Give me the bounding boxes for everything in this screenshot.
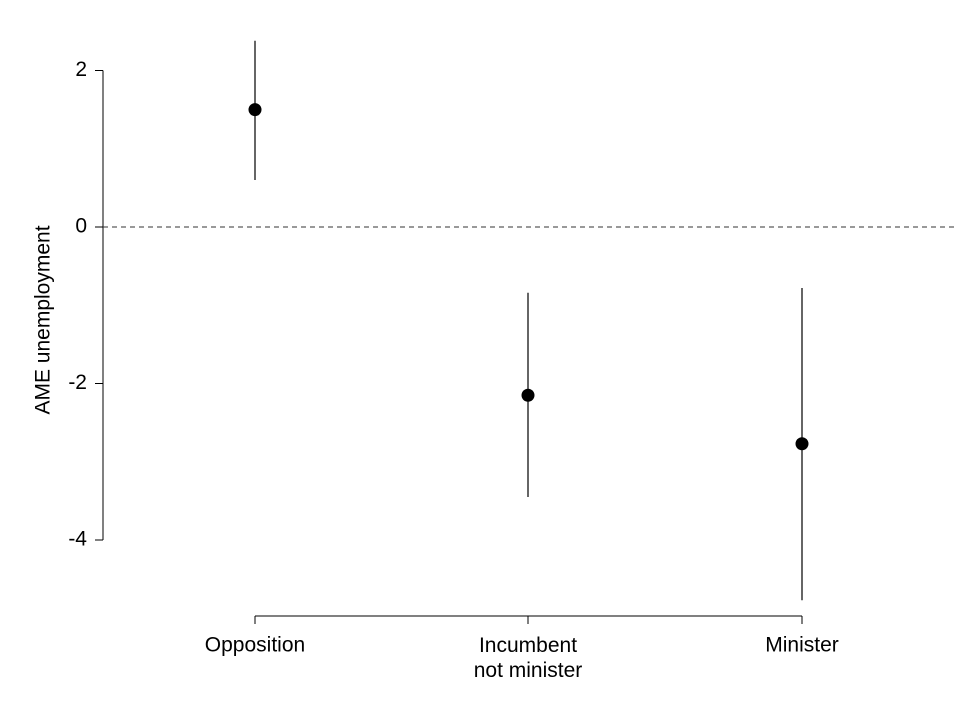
point <box>795 437 809 451</box>
point <box>521 388 535 402</box>
y-axis-label: AME unemployment <box>32 225 55 414</box>
x-tick-label: Opposition <box>205 634 305 657</box>
y-tick-label: -4 <box>68 528 87 551</box>
y-tick-label: 2 <box>75 58 87 81</box>
point <box>248 103 262 117</box>
y-tick-label: 0 <box>75 215 87 238</box>
x-tick-label: Incumbent not minister <box>474 634 583 682</box>
x-tick-label: Minister <box>765 634 839 657</box>
y-tick-label: -2 <box>68 371 87 394</box>
